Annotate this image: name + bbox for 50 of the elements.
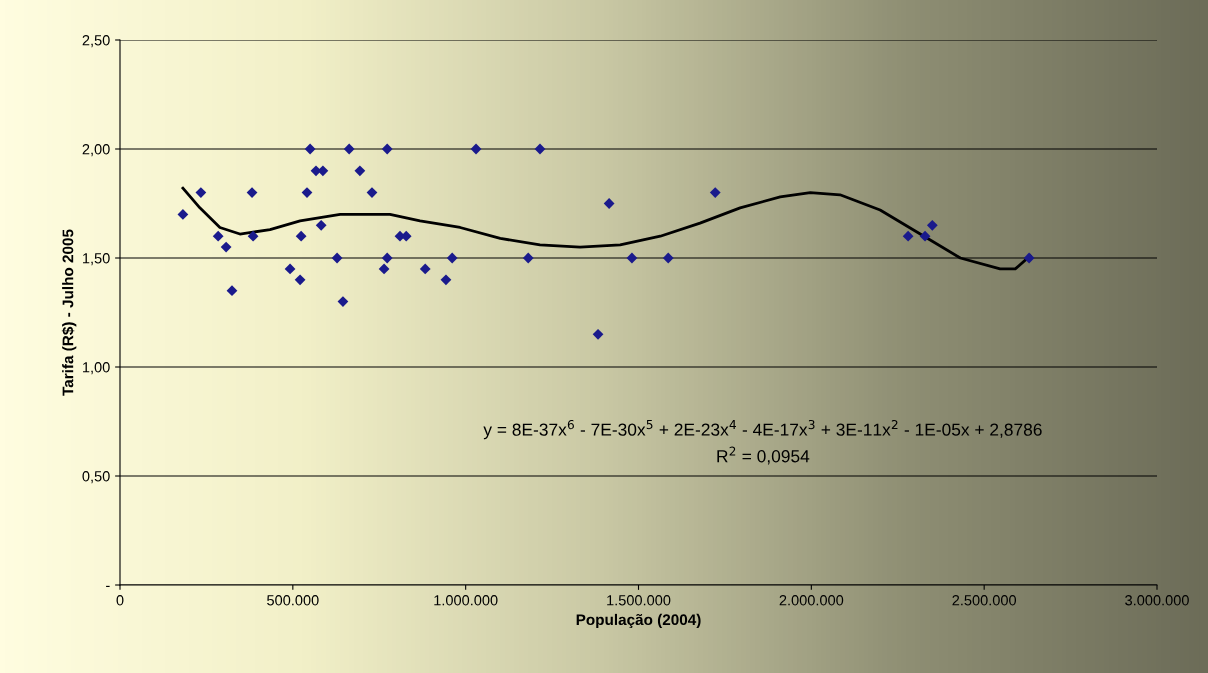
point xyxy=(220,241,232,253)
point xyxy=(419,263,431,275)
point xyxy=(226,285,238,297)
x-tick-label: 0 xyxy=(116,595,124,606)
x-tick-label: 3.000.000 xyxy=(1125,595,1189,606)
x-axis-title: População (2004) xyxy=(576,613,701,629)
point xyxy=(177,209,189,220)
point xyxy=(381,252,393,264)
point xyxy=(534,143,546,155)
x-tick-label: 2.000.000 xyxy=(779,595,844,606)
point xyxy=(1023,252,1035,264)
y-axis-title: Tarifa (R$) - Julho 2005 xyxy=(61,229,77,396)
point xyxy=(343,143,355,155)
point xyxy=(304,143,316,155)
point xyxy=(247,230,259,242)
point xyxy=(626,252,638,264)
x-tick-label: 1.500.000 xyxy=(607,595,671,606)
y-tick-label: 1,50 xyxy=(83,253,110,266)
point xyxy=(709,187,721,198)
point xyxy=(315,219,327,231)
point xyxy=(284,263,296,275)
x-tick-label: 1.000.000 xyxy=(434,595,498,606)
point xyxy=(902,230,914,242)
point xyxy=(522,252,534,264)
point xyxy=(446,252,458,264)
y-tick-label: 1,00 xyxy=(83,362,110,375)
text: y = 8E-37x$^{6}$ - 7E-30x$^{5}$ + 2E-23x$^{4}$ - 4E-17x$^{3}$ + 3E-11x$^{2}$ - 1E-05x + 2,8786 xyxy=(483,419,1042,440)
annotation: R$^{2}$ = 0,0954 xyxy=(717,446,810,465)
point xyxy=(470,143,482,155)
point xyxy=(294,274,306,286)
point xyxy=(212,230,224,242)
point xyxy=(378,263,390,275)
point xyxy=(331,252,343,264)
x-tick-label: 2.500.000 xyxy=(952,595,1017,606)
point xyxy=(592,328,604,340)
point xyxy=(440,274,452,286)
point xyxy=(246,187,258,198)
y-tick-label: 2,00 xyxy=(82,144,110,157)
point xyxy=(919,230,931,242)
point xyxy=(381,143,393,155)
y-tick-label: - xyxy=(106,585,110,587)
x-tick-label: 500.000 xyxy=(267,595,319,606)
point xyxy=(295,230,307,242)
point xyxy=(662,252,674,264)
y-tick-label: 0,50 xyxy=(82,471,110,484)
y-tick-label: 2,50 xyxy=(82,35,110,48)
point xyxy=(195,187,207,198)
point xyxy=(926,219,938,231)
point xyxy=(337,296,349,307)
point xyxy=(354,165,366,177)
